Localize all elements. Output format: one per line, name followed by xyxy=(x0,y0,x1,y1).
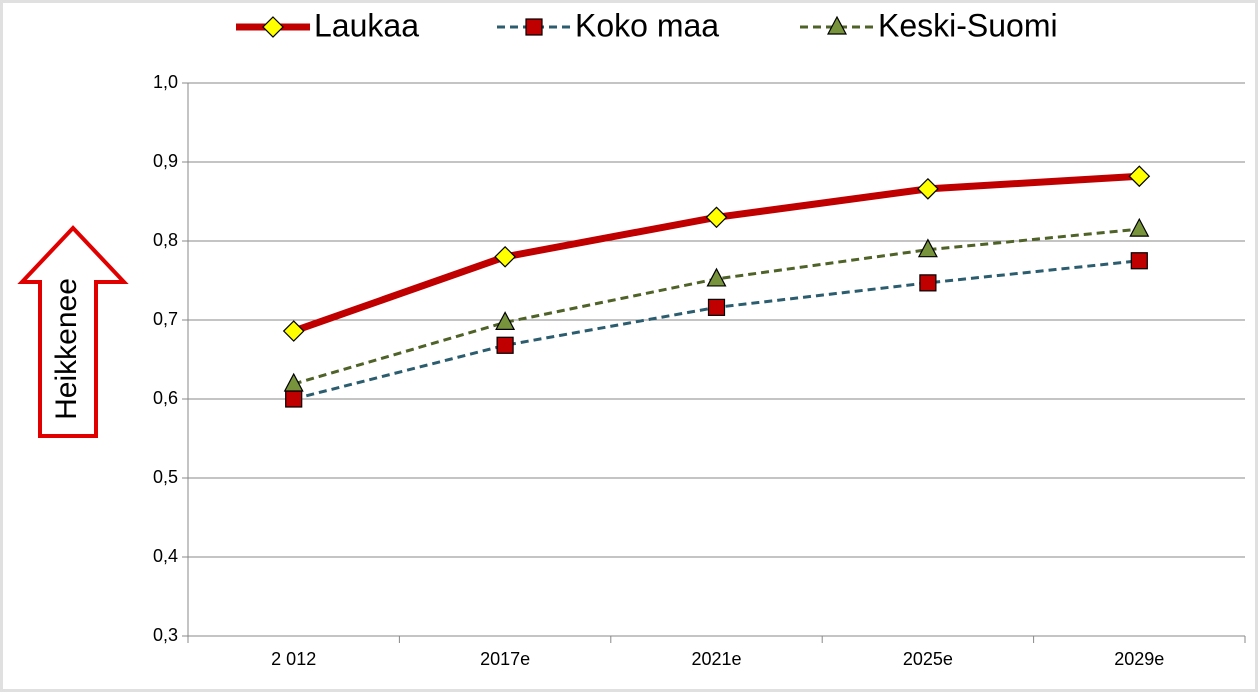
data-point xyxy=(707,298,726,316)
y-tick-label: 0,9 xyxy=(153,151,178,171)
data-point xyxy=(282,320,305,342)
legend-label: Keski-Suomi xyxy=(878,7,1058,43)
data-point xyxy=(283,372,304,392)
x-tick-label: 2021e xyxy=(691,649,741,669)
y-tick-label: 0,8 xyxy=(153,230,178,250)
data-point xyxy=(495,311,516,330)
annotation-arrow xyxy=(17,225,129,438)
legend-marker xyxy=(262,16,284,38)
data-point xyxy=(1130,252,1148,270)
data-point xyxy=(705,206,728,229)
legend-marker xyxy=(827,15,847,35)
data-point xyxy=(1129,217,1150,237)
data-point xyxy=(496,336,514,354)
x-tick-label: 2025e xyxy=(903,649,953,669)
y-tick-label: 0,7 xyxy=(153,309,178,329)
x-tick-label: 2029e xyxy=(1114,649,1164,669)
data-point xyxy=(706,267,727,287)
data-point xyxy=(917,238,938,258)
data-point xyxy=(917,178,939,200)
legend-label: Laukaa xyxy=(314,7,419,43)
legend-label: Koko maa xyxy=(575,7,719,43)
y-tick-label: 1,0 xyxy=(153,72,178,92)
y-tick-label: 0,3 xyxy=(153,625,178,645)
data-point xyxy=(285,390,303,408)
legend-marker xyxy=(525,18,543,36)
annotation: Heikkenee xyxy=(50,278,83,420)
y-tick-label: 0,4 xyxy=(153,546,178,566)
data-point xyxy=(1128,165,1151,188)
data-point xyxy=(919,274,937,292)
y-tick-label: 0,5 xyxy=(153,467,178,487)
data-point xyxy=(494,245,516,268)
y-tick-label: 0,6 xyxy=(153,388,178,408)
x-tick-label: 2 012 xyxy=(271,649,316,669)
x-tick-label: 2017e xyxy=(480,649,530,669)
